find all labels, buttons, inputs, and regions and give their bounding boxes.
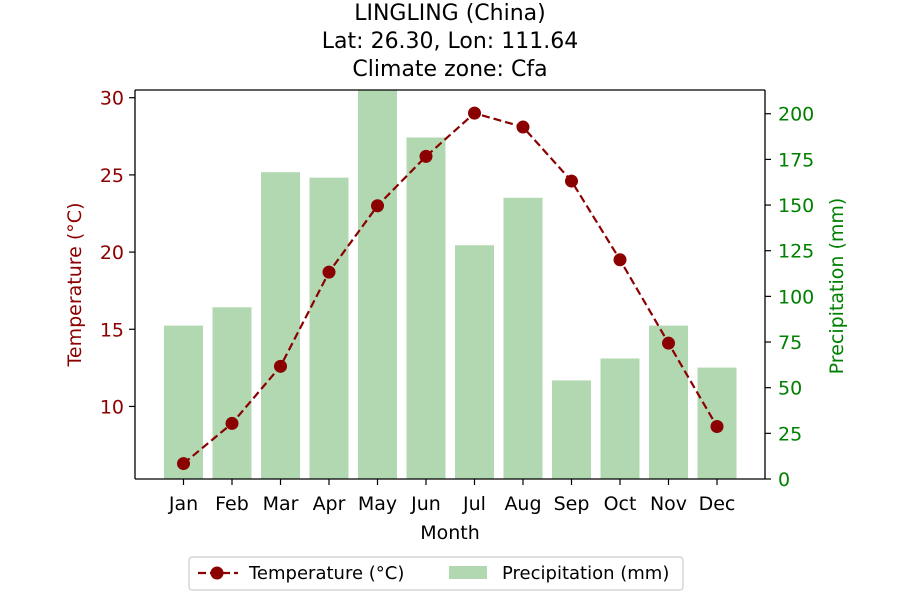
legend-precipitation-label: Precipitation (mm) [502,563,669,584]
precipitation-bar [455,245,494,479]
x-tick-label: Jan [168,493,198,515]
y-right-tick-label: 125 [778,241,814,263]
precipitation-bar [406,137,446,479]
y-right-axis-label: Precipitation (mm) [826,198,848,375]
temperature-point [225,416,239,430]
x-tick-label: Feb [215,493,249,515]
precipitation-bar [261,172,300,479]
precipitation-bar [600,358,640,479]
x-axis-label: Month [420,522,480,544]
y-left-tick-label: 25 [100,165,124,187]
precipitation-bar [503,197,543,480]
x-tick-label: May [358,493,397,515]
legend-precipitation-swatch [449,566,487,579]
precipitation-bar [358,90,397,479]
x-tick-label: Jun [410,493,441,515]
precipitation-bar [309,177,349,479]
chart-title-line-1: LINGLING (China) [354,1,546,26]
legend-temperature-marker [210,566,224,580]
y-right-tick-label: 75 [778,332,802,354]
temperature-point [419,149,433,163]
temperature-point [274,359,287,373]
y-left-tick-label: 15 [100,319,124,341]
y-left-tick-label: 10 [100,396,124,418]
x-tick-label: Sep [554,493,590,515]
temperature-point [613,253,627,267]
y-right-tick-label: 25 [778,423,802,445]
precipitation-bar [212,307,252,479]
y-left-tick-label: 30 [100,88,124,110]
chart-title-line-3: Climate zone: Cfa [352,57,548,82]
legend-box [188,556,684,591]
precipitation-bar [649,325,688,479]
x-tick-label: Jul [462,493,486,515]
temperature-point [516,120,530,134]
precipitation-bar [164,325,203,479]
chart-title-line-2: Lat: 26.30, Lon: 111.64 [321,29,579,54]
y-left-axis-label: Temperature (°C) [64,203,86,368]
x-tick-label: Oct [604,493,637,515]
legend-temperature-label: Temperature (°C) [248,563,404,584]
x-tick-label: Aug [504,493,541,515]
x-tick-label: Nov [650,493,687,515]
temperature-point [662,336,675,350]
y-right-tick-label: 150 [778,195,814,217]
temperature-line [182,111,718,465]
y-left-tick-label: 20 [100,242,124,264]
temperature-point [177,457,190,471]
y-right-tick-label: 50 [778,378,802,400]
temperature-point [371,199,384,213]
y-right-tick-label: 175 [778,149,814,171]
temperature-point [322,265,336,279]
x-tick-label: Apr [313,493,346,515]
y-right-tick-label: 0 [778,469,790,491]
temperature-point [468,106,481,120]
y-right-tick-label: 200 [778,104,814,126]
y-right-tick-label: 100 [778,286,814,308]
x-tick-label: Mar [263,493,299,515]
x-tick-label: Dec [699,493,736,515]
precipitation-bar [552,380,591,479]
temperature-point [565,174,578,188]
temperature-point [710,420,724,434]
